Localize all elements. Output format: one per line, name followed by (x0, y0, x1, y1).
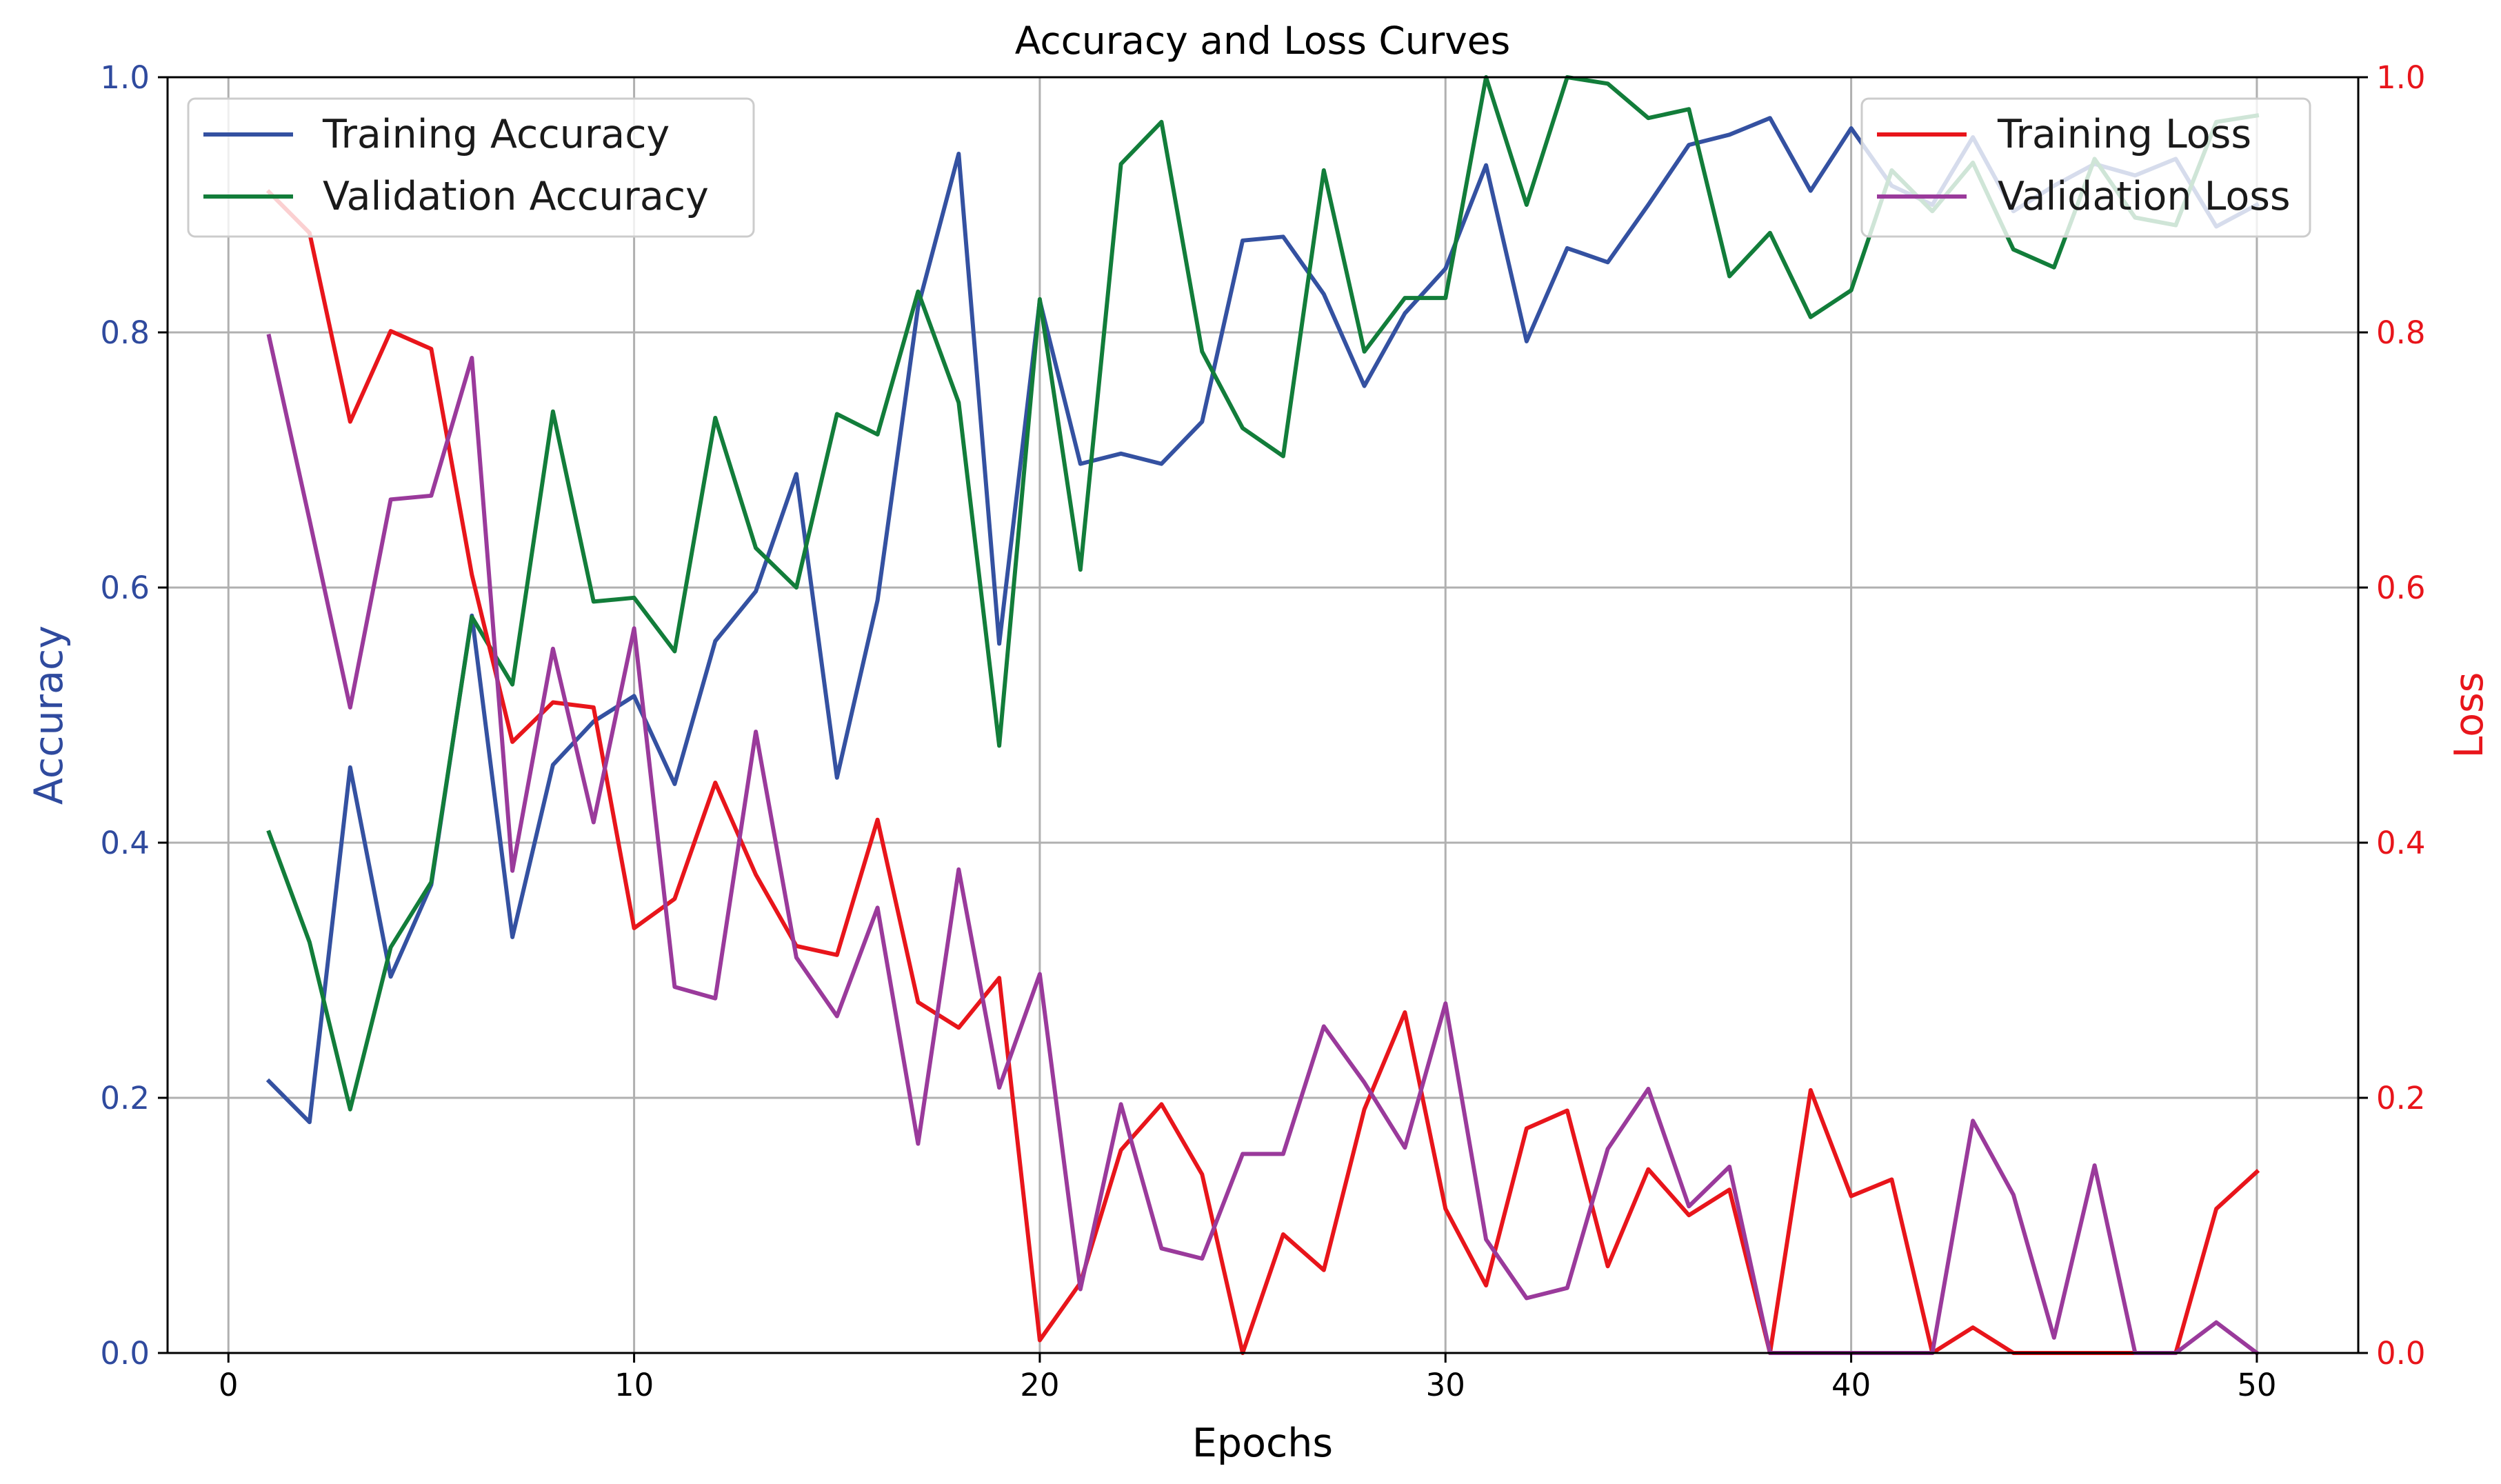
legend-label-training-accuracy: Training Accuracy (322, 112, 670, 157)
series-line-training-loss (265, 189, 2260, 1355)
y-right-tick-label: 1.0 (2376, 59, 2426, 96)
legend-label-validation-accuracy: Validation Accuracy (323, 174, 709, 219)
x-tick-label: 50 (2237, 1367, 2276, 1403)
y-left-tick-label: 0.8 (100, 314, 150, 351)
x-axis-ticks: 0 10 20 30 40 50 (219, 1353, 2277, 1403)
y-axis-right-ticks: 0.0 0.2 0.4 0.6 0.8 1.0 (2358, 59, 2426, 1372)
legend-right-box (1860, 97, 2311, 238)
y-left-tick-label: 1.0 (100, 59, 150, 96)
y-left-tick-label: 0.0 (100, 1335, 150, 1372)
plot-frame (166, 76, 2360, 1354)
x-tick-label: 40 (1831, 1367, 1871, 1403)
y-right-tick-label: 0.8 (2376, 314, 2426, 351)
x-tick-label: 10 (614, 1367, 654, 1403)
legend-right: Training Loss Validation Loss (1860, 97, 2311, 238)
legend-left: Training Accuracy Validation Accuracy (187, 97, 755, 238)
chart-title: Accuracy and Loss Curves (1015, 19, 1511, 63)
legend-label-validation-loss: Validation Loss (1998, 174, 2291, 219)
y-right-tick-label: 0.4 (2376, 825, 2426, 861)
y-right-tick-label: 0.2 (2376, 1080, 2426, 1116)
x-tick-label: 20 (1020, 1367, 1059, 1403)
x-axis-label: Epochs (1192, 1421, 1333, 1466)
y-axis-right-label: Loss (2447, 672, 2492, 758)
y-left-tick-label: 0.4 (100, 825, 150, 861)
y-right-tick-label: 0.6 (2376, 570, 2426, 606)
legend-left-box (187, 97, 755, 238)
y-axis-left-ticks: 0.0 0.2 0.4 0.6 0.8 1.0 (100, 59, 168, 1372)
legend-label-training-loss: Training Loss (1997, 112, 2251, 157)
y-axis-left-label: Accuracy (26, 625, 72, 805)
x-tick-label: 30 (1426, 1367, 1465, 1403)
y-left-tick-label: 0.6 (100, 570, 150, 606)
y-left-tick-label: 0.2 (100, 1080, 150, 1116)
x-tick-label: 0 (219, 1367, 239, 1403)
y-right-tick-label: 0.0 (2376, 1335, 2426, 1372)
